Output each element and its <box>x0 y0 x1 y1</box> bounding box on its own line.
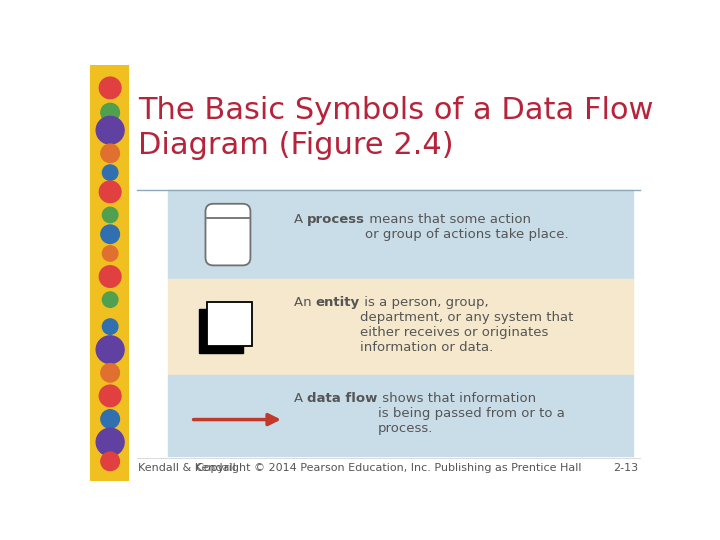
Circle shape <box>102 165 118 180</box>
Circle shape <box>96 336 124 363</box>
Bar <box>207 301 252 346</box>
Circle shape <box>101 103 120 122</box>
Circle shape <box>102 207 118 222</box>
Text: shows that information
is being passed from or to a
process.: shows that information is being passed f… <box>377 392 564 435</box>
Circle shape <box>96 117 124 144</box>
Text: An: An <box>294 296 315 309</box>
Text: The Basic Symbols of a Data Flow
Diagram (Figure 2.4): The Basic Symbols of a Data Flow Diagram… <box>138 96 654 160</box>
Text: means that some action
or group of actions take place.: means that some action or group of actio… <box>365 213 569 241</box>
Circle shape <box>99 181 121 202</box>
Circle shape <box>101 225 120 244</box>
Bar <box>199 308 243 353</box>
Text: Copyright © 2014 Pearson Education, Inc. Publishing as Prentice Hall: Copyright © 2014 Pearson Education, Inc.… <box>196 463 581 473</box>
Circle shape <box>102 319 118 334</box>
Circle shape <box>99 266 121 287</box>
Circle shape <box>101 452 120 470</box>
Circle shape <box>99 77 121 99</box>
Text: A: A <box>294 213 307 226</box>
FancyBboxPatch shape <box>205 204 251 265</box>
Text: data flow: data flow <box>307 392 377 405</box>
Text: entity: entity <box>315 296 360 309</box>
Text: Kendall & Kendall: Kendall & Kendall <box>138 463 236 473</box>
Circle shape <box>102 292 118 307</box>
Bar <box>90 65 130 481</box>
Circle shape <box>101 363 120 382</box>
Bar <box>168 375 632 456</box>
Text: 2-13: 2-13 <box>613 463 639 473</box>
Text: A: A <box>294 392 307 405</box>
Circle shape <box>101 144 120 163</box>
Circle shape <box>96 428 124 456</box>
Bar <box>168 279 632 375</box>
Text: process: process <box>307 213 365 226</box>
Circle shape <box>99 385 121 407</box>
Circle shape <box>102 246 118 261</box>
Circle shape <box>101 410 120 428</box>
Text: is a person, group,
department, or any system that
either receives or originates: is a person, group, department, or any s… <box>360 296 573 354</box>
Bar <box>168 190 632 279</box>
